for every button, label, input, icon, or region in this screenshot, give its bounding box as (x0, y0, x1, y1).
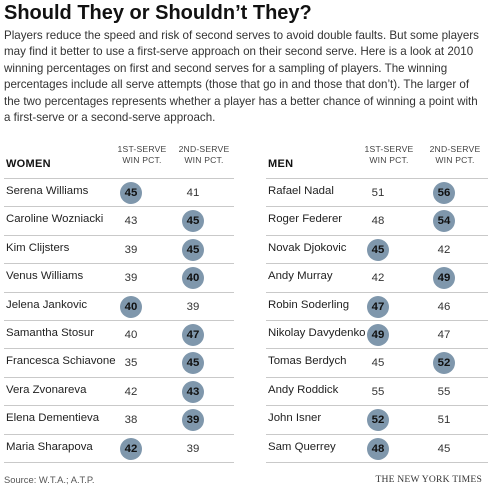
source-note: Source: W.T.A.; A.T.P. (4, 474, 95, 485)
first-serve-value: 35 (124, 357, 138, 370)
women-table-row: Serena Williams 45 41 (4, 178, 234, 206)
second-serve-value: 47 (182, 323, 204, 346)
first-serve-value: 49 (367, 323, 389, 346)
men-table-row: John Isner 52 51 (266, 405, 488, 433)
second-serve-value: 43 (182, 380, 204, 403)
men-first-serve-header: 1ST-SERVE WIN PCT. (364, 144, 414, 165)
second-serve-value: 41 (186, 187, 200, 199)
second-serve-value: 39 (186, 300, 200, 313)
first-serve-value: 39 (124, 243, 138, 256)
men-table-header: MEN 1ST-SERVE WIN PCT. 2ND-SERVE WIN PCT… (266, 140, 488, 178)
second-serve-value: 56 (433, 182, 455, 204)
women-rows: Serena Williams 45 41 Caroline Wozniacki 43 4… (4, 178, 234, 463)
women-group-label: WOMEN (6, 158, 51, 170)
first-serve-value: 40 (120, 295, 142, 318)
first-serve-value: 39 (124, 272, 138, 285)
women-table: WOMEN 1ST-SERVE WIN PCT. 2ND-SERVE WIN P… (4, 140, 234, 463)
first-serve-value: 48 (367, 437, 389, 460)
player-name: Andy Murray (268, 270, 333, 283)
men-table-row: Novak Djokovic 45 42 (266, 234, 488, 263)
player-name: John Isner (268, 412, 322, 425)
second-serve-value: 54 (433, 210, 455, 233)
player-name: Jelena Jankovic (6, 298, 88, 311)
first-serve-value: 43 (124, 215, 138, 228)
women-second-serve-header: 2ND-SERVE WIN PCT. (178, 144, 230, 165)
player-name: Roger Federer (268, 213, 343, 226)
men-table-row: Rafael Nadal 51 56 (266, 178, 488, 206)
first-serve-value: 42 (124, 385, 138, 398)
player-name: Sam Querrey (268, 440, 336, 453)
women-table-row: Jelena Jankovic 40 39 (4, 291, 234, 320)
second-serve-value: 39 (186, 442, 200, 455)
men-group-label: MEN (268, 158, 294, 170)
men-table-row: Sam Querrey 48 45 (266, 433, 488, 463)
second-serve-value: 40 (182, 267, 204, 290)
second-serve-value: 39 (182, 409, 204, 432)
women-table-row: Samantha Stosur 40 47 (4, 319, 234, 348)
first-serve-value: 40 (124, 328, 138, 341)
first-serve-value: 45 (371, 357, 385, 370)
second-serve-value: 45 (437, 442, 451, 455)
player-name: Serena Williams (6, 185, 89, 197)
credit-line: THE NEW YORK TIMES (375, 474, 482, 485)
second-serve-value: 47 (437, 328, 451, 341)
men-table-row: Roger Federer 48 54 (266, 206, 488, 234)
chart-title: Should They or Shouldn’t They? (4, 2, 312, 24)
player-name: Vera Zvonareva (6, 383, 87, 396)
player-name: Rafael Nadal (268, 185, 334, 197)
player-name: Robin Soderling (268, 298, 350, 311)
women-table-row: Caroline Wozniacki 43 45 (4, 206, 234, 234)
second-serve-value: 46 (437, 300, 451, 313)
women-table-row: Vera Zvonareva 42 43 (4, 376, 234, 405)
second-serve-value: 45 (182, 352, 204, 375)
player-name: Tomas Berdych (268, 355, 347, 368)
women-first-serve-header: 1ST-SERVE WIN PCT. (117, 144, 167, 165)
player-name: Caroline Wozniacki (6, 213, 104, 226)
player-name: Nikolay Davydenko (268, 326, 366, 339)
second-serve-value: 45 (182, 238, 204, 261)
men-table: MEN 1ST-SERVE WIN PCT. 2ND-SERVE WIN PCT… (266, 140, 488, 463)
player-name: Venus Williams (6, 270, 84, 283)
first-serve-value: 51 (371, 187, 385, 199)
player-name: Maria Sharapova (6, 440, 93, 453)
first-serve-value: 38 (124, 414, 138, 427)
player-name: Novak Djokovic (268, 241, 347, 254)
second-serve-value: 55 (437, 385, 451, 398)
second-serve-value: 52 (433, 352, 455, 375)
player-name: Elena Dementieva (6, 412, 100, 425)
player-name: Francesca Schiavone (6, 355, 116, 368)
women-table-header: WOMEN 1ST-SERVE WIN PCT. 2ND-SERVE WIN P… (4, 140, 234, 178)
men-table-row: Tomas Berdych 45 52 (266, 348, 488, 376)
player-name: Kim Clijsters (6, 241, 70, 254)
first-serve-value: 47 (367, 295, 389, 318)
first-serve-value: 42 (120, 437, 142, 460)
player-name: Samantha Stosur (6, 326, 95, 339)
women-table-row: Venus Williams 39 40 (4, 263, 234, 291)
first-serve-value: 45 (120, 182, 142, 204)
second-serve-value: 49 (433, 267, 455, 290)
women-table-row: Elena Dementieva 38 39 (4, 405, 234, 433)
first-serve-value: 48 (371, 215, 385, 228)
first-serve-value: 45 (367, 238, 389, 261)
player-name: Andy Roddick (268, 383, 339, 396)
second-serve-value: 51 (437, 414, 451, 427)
women-table-row: Francesca Schiavone 35 45 (4, 348, 234, 376)
first-serve-value: 52 (367, 409, 389, 432)
men-rows: Rafael Nadal 51 56 Roger Federer 48 54 Novak D… (266, 178, 488, 463)
intro-text: Players reduce the speed and risk of sec… (4, 29, 479, 125)
women-table-row: Kim Clijsters 39 45 (4, 234, 234, 263)
men-table-row: Nikolay Davydenko 49 47 (266, 319, 488, 348)
second-serve-value: 45 (182, 210, 204, 233)
men-table-row: Andy Roddick 55 55 (266, 376, 488, 405)
second-serve-value: 42 (437, 243, 451, 256)
women-table-row: Maria Sharapova 42 39 (4, 433, 234, 463)
first-serve-value: 55 (371, 385, 385, 398)
men-table-row: Andy Murray 42 49 (266, 263, 488, 291)
men-second-serve-header: 2ND-SERVE WIN PCT. (429, 144, 481, 165)
first-serve-value: 42 (371, 272, 385, 285)
men-table-row: Robin Soderling 47 46 (266, 291, 488, 320)
